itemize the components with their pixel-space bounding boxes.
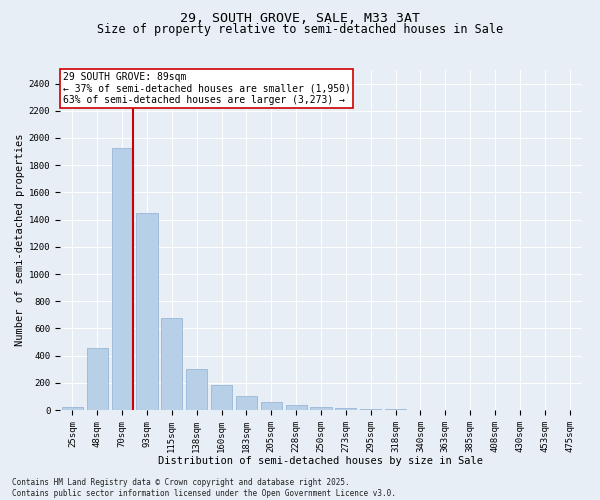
Bar: [310, 406, 332, 410]
Text: 29, SOUTH GROVE, SALE, M33 3AT: 29, SOUTH GROVE, SALE, M33 3AT: [180, 12, 420, 26]
X-axis label: Distribution of semi-detached houses by size in Sale: Distribution of semi-detached houses by …: [158, 456, 484, 466]
Text: Contains HM Land Registry data © Crown copyright and database right 2025.
Contai: Contains HM Land Registry data © Crown c…: [12, 478, 396, 498]
Bar: [236, 396, 257, 410]
Bar: [62, 408, 83, 410]
Text: 29 SOUTH GROVE: 89sqm
← 37% of semi-detached houses are smaller (1,950)
63% of s: 29 SOUTH GROVE: 89sqm ← 37% of semi-deta…: [62, 72, 350, 105]
Bar: [211, 385, 232, 410]
Bar: [360, 408, 381, 410]
Y-axis label: Number of semi-detached properties: Number of semi-detached properties: [14, 134, 25, 346]
Bar: [87, 348, 108, 410]
Text: Size of property relative to semi-detached houses in Sale: Size of property relative to semi-detach…: [97, 22, 503, 36]
Bar: [335, 408, 356, 410]
Bar: [161, 318, 182, 410]
Bar: [112, 148, 133, 410]
Bar: [186, 368, 207, 410]
Bar: [136, 213, 158, 410]
Bar: [261, 402, 282, 410]
Bar: [286, 405, 307, 410]
